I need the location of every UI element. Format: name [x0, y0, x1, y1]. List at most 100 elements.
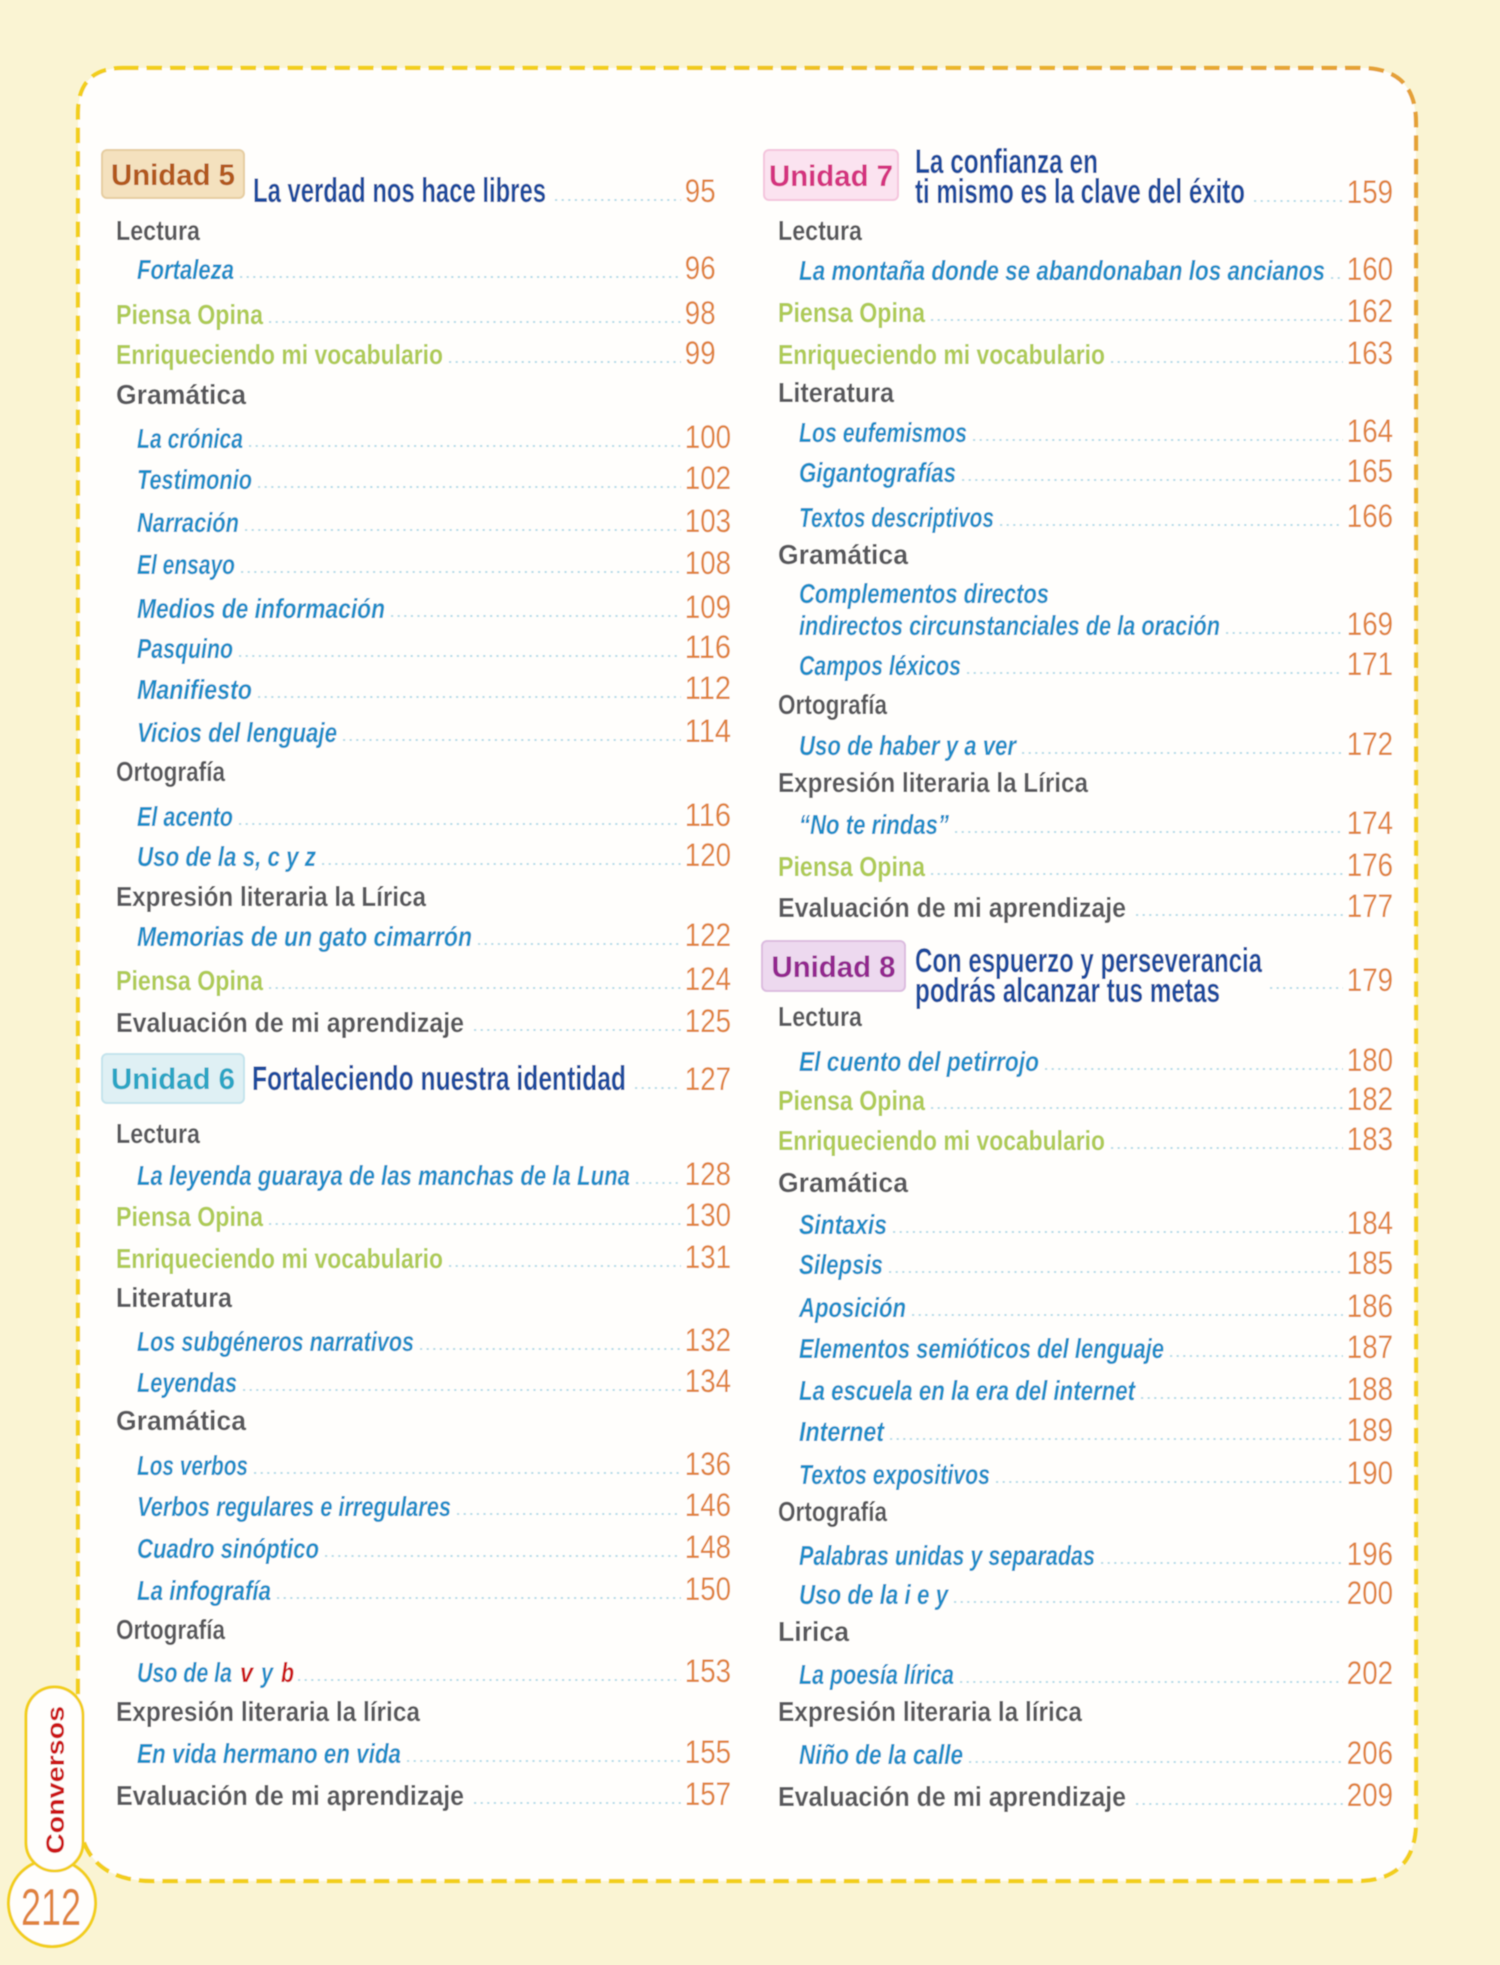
svg-text:116: 116	[685, 797, 731, 833]
svg-text:116: 116	[685, 629, 731, 665]
svg-text:Piensa Opina: Piensa Opina	[778, 1085, 925, 1116]
svg-text:Unidad 8: Unidad 8	[772, 951, 896, 984]
svg-text:Expresión literaria la lírica: Expresión literaria la lírica	[778, 1696, 1082, 1727]
svg-text:Testimonio: Testimonio	[137, 464, 252, 495]
svg-text:Lectura: Lectura	[778, 1001, 862, 1032]
svg-text:190: 190	[1347, 1455, 1393, 1491]
svg-text:186: 186	[1347, 1288, 1393, 1324]
svg-text:185: 185	[1347, 1245, 1393, 1281]
svg-text:Evaluación de mi aprendizaje: Evaluación de mi aprendizaje	[778, 1781, 1126, 1812]
svg-text:En vida hermano en vida: En vida hermano en vida	[137, 1738, 401, 1769]
svg-text:Uso de la i e y: Uso de la i e y	[799, 1579, 949, 1610]
svg-text:206: 206	[1347, 1735, 1393, 1771]
svg-text:160: 160	[1347, 251, 1393, 287]
svg-text:La escuela en la era del inter: La escuela en la era del internet	[799, 1375, 1136, 1406]
svg-text:124: 124	[685, 961, 731, 997]
svg-text:Uso de la s, c y z: Uso de la s, c y z	[137, 841, 316, 872]
svg-text:134: 134	[685, 1363, 731, 1399]
svg-text:Expresión literaria la Lírica: Expresión literaria la Lírica	[116, 881, 426, 912]
svg-text:Fortaleciendo nuestra identida: Fortaleciendo nuestra identidad	[252, 1060, 626, 1098]
svg-text:100: 100	[685, 419, 731, 455]
svg-text:164: 164	[1347, 413, 1393, 449]
svg-text:Verbos regulares e irregulares: Verbos regulares e irregulares	[137, 1491, 451, 1522]
svg-text:189: 189	[1347, 1412, 1393, 1448]
svg-text:Niño de la calle: Niño de la calle	[799, 1739, 963, 1770]
svg-text:209: 209	[1347, 1777, 1393, 1813]
svg-text:Evaluación de mi aprendizaje: Evaluación de mi aprendizaje	[778, 892, 1126, 923]
svg-text:y: y	[259, 1657, 274, 1688]
svg-text:99: 99	[685, 335, 716, 371]
svg-text:132: 132	[685, 1322, 731, 1358]
svg-text:El acento: El acento	[137, 801, 233, 832]
svg-text:Piensa Opina: Piensa Opina	[116, 1201, 263, 1232]
svg-text:indirectos circunstanciales de: indirectos circunstanciales de la oració…	[799, 610, 1220, 641]
svg-text:Aposición: Aposición	[798, 1292, 906, 1323]
svg-text:162: 162	[1347, 293, 1393, 329]
svg-text:125: 125	[685, 1003, 731, 1039]
svg-text:Internet: Internet	[799, 1416, 885, 1447]
svg-text:Textos descriptivos: Textos descriptivos	[799, 502, 994, 533]
svg-text:Manifiesto: Manifiesto	[137, 674, 252, 705]
svg-text:Gramática: Gramática	[778, 1167, 908, 1198]
svg-text:130: 130	[685, 1197, 731, 1233]
svg-text:Enriqueciendo mi vocabulario: Enriqueciendo mi vocabulario	[116, 1243, 443, 1274]
svg-text:v: v	[240, 1657, 254, 1688]
svg-text:Uso de la: Uso de la	[137, 1657, 232, 1688]
svg-text:Los eufemismos: Los eufemismos	[799, 417, 967, 448]
svg-text:La verdad nos hace libres: La verdad nos hace libres	[253, 172, 546, 210]
svg-text:212: 212	[21, 1879, 81, 1937]
svg-text:Lectura: Lectura	[116, 1118, 200, 1149]
svg-text:Palabras unidas y separadas: Palabras unidas y separadas	[799, 1540, 1095, 1571]
svg-text:153: 153	[685, 1653, 731, 1689]
svg-text:Unidad 6: Unidad 6	[111, 1063, 235, 1096]
svg-text:184: 184	[1347, 1205, 1393, 1241]
svg-text:187: 187	[1347, 1329, 1393, 1365]
svg-text:Con espuerzo y perseverancia: Con espuerzo y perseverancia	[915, 942, 1263, 980]
svg-text:112: 112	[685, 670, 731, 706]
svg-text:169: 169	[1347, 606, 1393, 642]
svg-text:Lectura: Lectura	[116, 215, 200, 246]
svg-text:95: 95	[685, 173, 716, 209]
svg-text:Gigantografías: Gigantografías	[799, 457, 956, 488]
svg-text:165: 165	[1347, 453, 1393, 489]
svg-text:159: 159	[1347, 174, 1393, 210]
svg-text:179: 179	[1347, 962, 1393, 998]
svg-text:200: 200	[1347, 1575, 1393, 1611]
svg-text:176: 176	[1347, 847, 1393, 883]
svg-text:120: 120	[685, 837, 731, 873]
svg-text:166: 166	[1347, 498, 1393, 534]
svg-text:Ortografía: Ortografía	[116, 756, 225, 787]
svg-text:La montaña donde se abandonaba: La montaña donde se abandonaban los anci…	[799, 255, 1325, 286]
svg-text:146: 146	[685, 1487, 731, 1523]
svg-text:Gramática: Gramática	[778, 539, 908, 570]
svg-text:Campos léxicos: Campos léxicos	[799, 650, 961, 681]
svg-text:102: 102	[685, 460, 731, 496]
svg-text:Vicios del lenguaje: Vicios del lenguaje	[137, 717, 337, 748]
svg-text:La crónica: La crónica	[137, 423, 243, 454]
svg-text:Memorias de un gato cimarrón: Memorias de un gato cimarrón	[137, 921, 472, 952]
svg-text:“No te rindas”: “No te rindas”	[799, 809, 949, 840]
svg-text:Uso de haber y a ver: Uso de haber y a ver	[799, 730, 1018, 761]
svg-text:157: 157	[685, 1776, 731, 1812]
svg-text:La confianza en: La confianza en	[915, 143, 1098, 181]
svg-text:Conversos: Conversos	[42, 1706, 70, 1854]
svg-text:172: 172	[1347, 726, 1393, 762]
svg-text:La poesía lírica: La poesía lírica	[799, 1659, 954, 1690]
svg-text:202: 202	[1347, 1655, 1393, 1691]
svg-text:Ortografía: Ortografía	[778, 1496, 887, 1527]
svg-text:Piensa Opina: Piensa Opina	[778, 297, 925, 328]
svg-text:Evaluación de mi aprendizaje: Evaluación de mi aprendizaje	[116, 1007, 464, 1038]
svg-text:Pasquino: Pasquino	[137, 633, 233, 664]
svg-text:108: 108	[685, 545, 731, 581]
svg-text:Piensa Opina: Piensa Opina	[116, 299, 263, 330]
svg-text:Literatura: Literatura	[778, 377, 894, 408]
svg-text:Gramática: Gramática	[116, 1405, 246, 1436]
svg-text:98: 98	[685, 295, 716, 331]
svg-text:Ortografía: Ortografía	[778, 689, 887, 720]
svg-text:163: 163	[1347, 335, 1393, 371]
svg-text:96: 96	[685, 250, 716, 286]
svg-text:Lirica: Lirica	[778, 1616, 849, 1647]
svg-text:Expresión literaria la lírica: Expresión literaria la lírica	[116, 1696, 420, 1727]
svg-text:103: 103	[685, 503, 731, 539]
svg-text:148: 148	[685, 1529, 731, 1565]
